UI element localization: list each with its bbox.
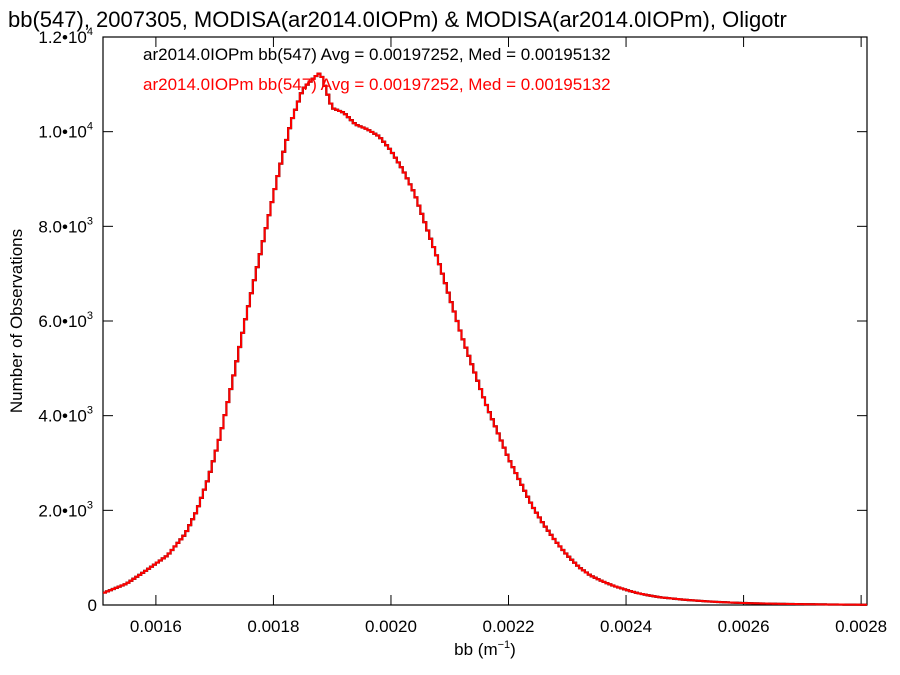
plot-frame — [102, 36, 868, 606]
y-tick-label-exponent: 3 — [87, 215, 93, 227]
x-tick-label: 0.0022 — [483, 617, 535, 636]
x-tick-label: 0.0016 — [130, 617, 182, 636]
y-tick-label-base: 1.2•10 — [38, 28, 87, 47]
series-line-black — [103, 72, 867, 606]
y-tick-label-base: 2.0•10 — [38, 501, 87, 520]
x-axis-label-close: ) — [510, 640, 516, 659]
y-tick-label-base: 8.0•10 — [38, 217, 87, 236]
y-tick-label: 4.0•103 — [38, 405, 93, 426]
legend-entry-red: ar2014.0IOPm bb(547) Avg = 0.00197252, M… — [143, 75, 611, 94]
y-tick-label-exponent: 4 — [87, 121, 93, 133]
y-tick-label: 1.0•104 — [38, 121, 93, 142]
legend: ar2014.0IOPm bb(547) Avg = 0.00197252, M… — [143, 45, 611, 94]
y-axis: 02.0•1034.0•1036.0•1038.0•1031.0•1041.2•… — [38, 26, 867, 615]
y-tick-label-exponent: 3 — [87, 310, 93, 322]
y-tick-label: 1.2•104 — [38, 26, 93, 47]
x-tick-label: 0.0024 — [600, 617, 652, 636]
y-tick-label-exponent: 4 — [87, 26, 93, 38]
y-tick-label-base: 0 — [88, 596, 97, 615]
x-tick-label: 0.0020 — [365, 617, 417, 636]
x-axis-label: bb (m−1) — [454, 639, 516, 659]
y-tick-label-exponent: 3 — [87, 499, 93, 511]
series-group — [103, 72, 867, 606]
x-tick-label: 0.0026 — [718, 617, 770, 636]
y-axis-label: Number of Observations — [7, 229, 26, 413]
series-line-red — [103, 72, 867, 606]
y-tick-label-exponent: 3 — [87, 405, 93, 417]
y-tick-label: 0 — [88, 596, 97, 615]
x-axis-label-main: bb (m — [454, 640, 497, 659]
x-axis-label-exponent: −1 — [498, 639, 511, 651]
x-axis: 0.0016 0.0018 0.0020 0.0022 0.0024 0.0026 0.00… — [130, 37, 887, 636]
x-tick-label: 0.0028 — [835, 617, 887, 636]
legend-entry-black: ar2014.0IOPm bb(547) Avg = 0.00197252, M… — [143, 45, 611, 64]
y-tick-label-base: 4.0•10 — [38, 407, 87, 426]
chart-title: bb(547), 2007305, MODISA(ar2014.0IOPm) &… — [8, 7, 787, 32]
y-tick-label: 6.0•103 — [38, 310, 93, 331]
y-tick-label-base: 1.0•10 — [38, 123, 87, 142]
y-tick-label: 2.0•103 — [38, 499, 93, 520]
y-tick-label: 8.0•103 — [38, 215, 93, 236]
y-tick-label-base: 6.0•10 — [38, 312, 87, 331]
x-tick-label: 0.0018 — [247, 617, 299, 636]
